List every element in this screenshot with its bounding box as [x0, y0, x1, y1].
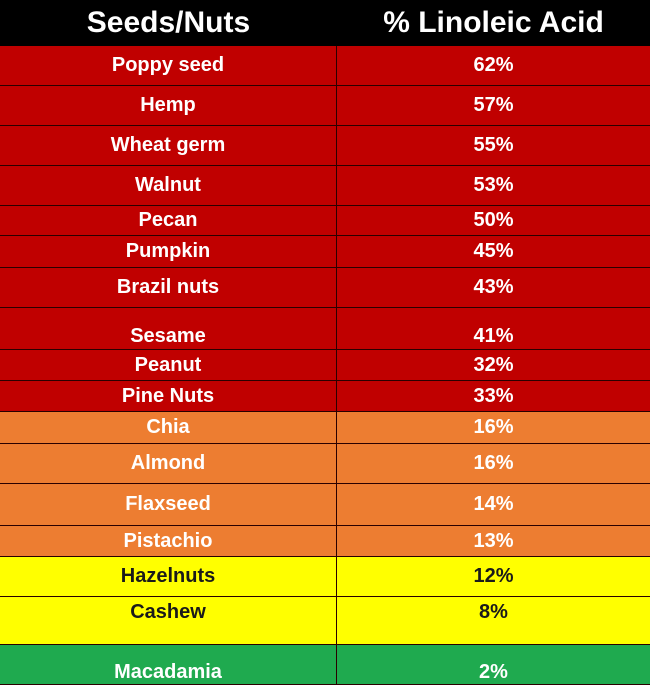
table-row: Sesame 41%: [0, 308, 650, 350]
linoleic-value-cell: 41%: [337, 308, 650, 350]
table-row: Pistachio 13%: [0, 526, 650, 557]
linoleic-value-cell: 12%: [337, 557, 650, 597]
linoleic-value-cell: 14%: [337, 484, 650, 526]
linoleic-value-cell: 16%: [337, 412, 650, 444]
linoleic-value-cell: 45%: [337, 236, 650, 268]
table-row: Chia 16%: [0, 412, 650, 444]
linoleic-value-cell: 62%: [337, 46, 650, 86]
table-row: Wheat germ 55%: [0, 126, 650, 166]
table-header-row: Seeds/Nuts % Linoleic Acid: [0, 0, 650, 46]
seed-name-cell: Flaxseed: [0, 484, 337, 526]
table-row: Hazelnuts 12%: [0, 557, 650, 597]
linoleic-value-cell: 55%: [337, 126, 650, 166]
table-row: Brazil nuts 43%: [0, 268, 650, 308]
seed-name-cell: Walnut: [0, 166, 337, 206]
seed-name-cell: Pecan: [0, 206, 337, 236]
table-row: Macadamia 2%: [0, 645, 650, 685]
table-row: Poppy seed 62%: [0, 46, 650, 86]
seed-name-cell: Peanut: [0, 350, 337, 381]
table-row: Almond 16%: [0, 444, 650, 484]
seed-name-cell: Macadamia: [0, 645, 337, 685]
linoleic-value-cell: 53%: [337, 166, 650, 206]
linoleic-value-cell: 33%: [337, 381, 650, 412]
seed-name-cell: Hemp: [0, 86, 337, 126]
linoleic-value-cell: 16%: [337, 444, 650, 484]
seed-name-cell: Brazil nuts: [0, 268, 337, 308]
seed-name-cell: Chia: [0, 412, 337, 444]
seed-name-cell: Sesame: [0, 308, 337, 350]
linoleic-value-cell: 13%: [337, 526, 650, 557]
table-row: Hemp 57%: [0, 86, 650, 126]
table-row: Pecan 50%: [0, 206, 650, 236]
linoleic-value-cell: 50%: [337, 206, 650, 236]
seed-name-cell: Almond: [0, 444, 337, 484]
table-row: Pumpkin 45%: [0, 236, 650, 268]
linoleic-value-cell: 43%: [337, 268, 650, 308]
seed-name-cell: Poppy seed: [0, 46, 337, 86]
seed-name-cell: Pine Nuts: [0, 381, 337, 412]
seed-name-cell: Hazelnuts: [0, 557, 337, 597]
table-row: Flaxseed 14%: [0, 484, 650, 526]
linoleic-value-cell: 2%: [337, 645, 650, 685]
seed-name-cell: Cashew: [0, 597, 337, 645]
column-header-seeds-nuts: Seeds/Nuts: [0, 0, 337, 46]
seed-name-cell: Pumpkin: [0, 236, 337, 268]
table-row: Peanut 32%: [0, 350, 650, 381]
table-row: Pine Nuts 33%: [0, 381, 650, 412]
linoleic-value-cell: 8%: [337, 597, 650, 645]
seed-name-cell: Pistachio: [0, 526, 337, 557]
linoleic-value-cell: 57%: [337, 86, 650, 126]
linoleic-value-cell: 32%: [337, 350, 650, 381]
table-row: Walnut 53%: [0, 166, 650, 206]
column-header-linoleic-acid: % Linoleic Acid: [337, 0, 650, 46]
table-row: Cashew 8%: [0, 597, 650, 645]
seed-name-cell: Wheat germ: [0, 126, 337, 166]
